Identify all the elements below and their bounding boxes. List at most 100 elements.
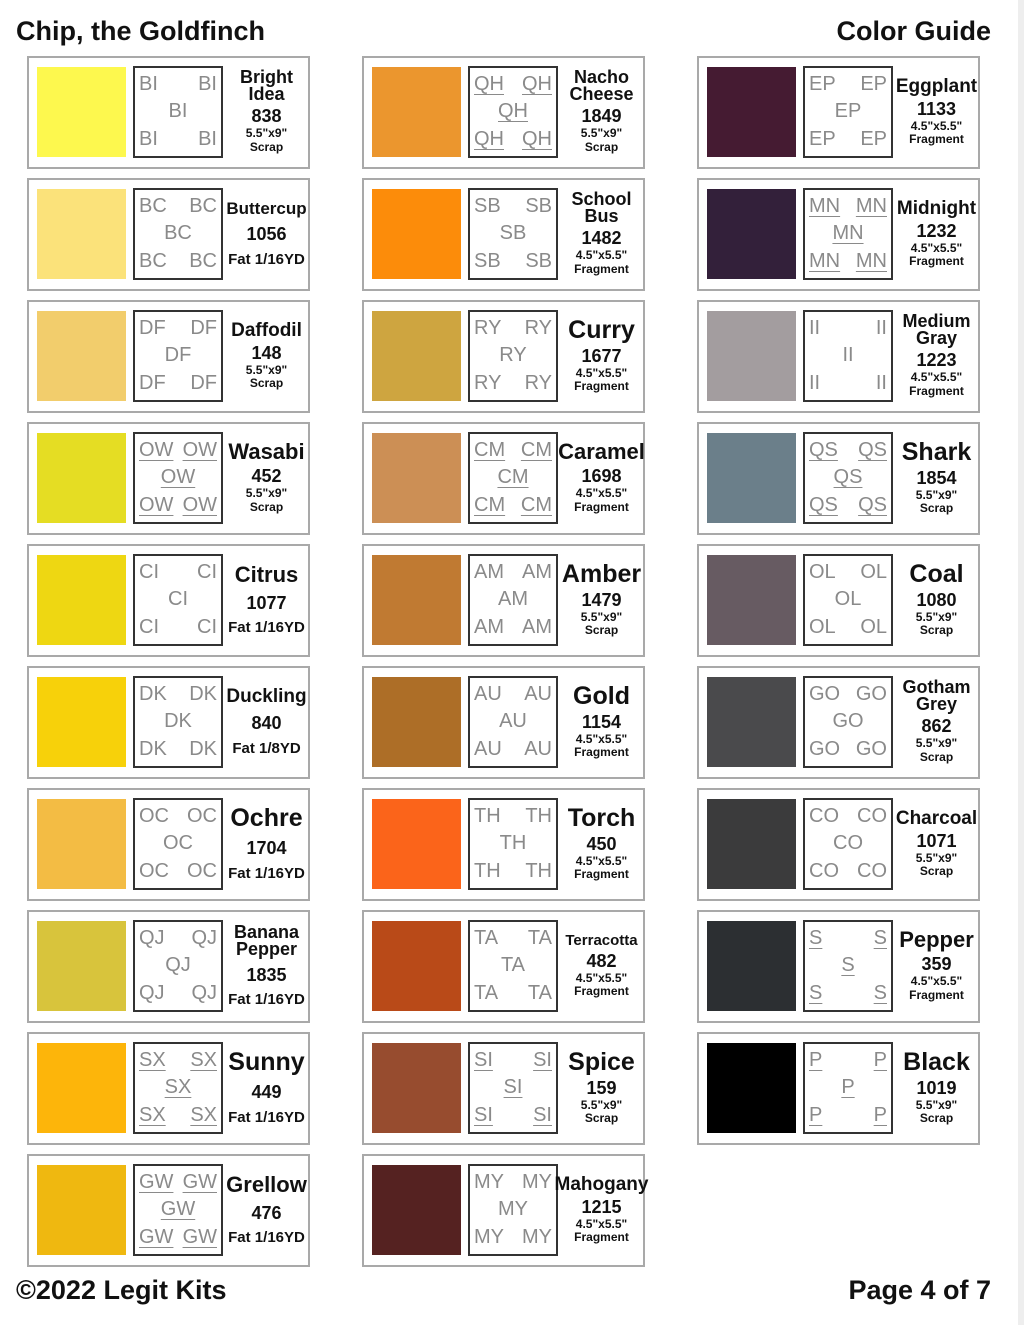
fabric-type: Fragment	[574, 379, 629, 394]
color-number: 476	[251, 1202, 282, 1223]
color-number: 1019	[916, 1077, 957, 1098]
color-name: Terracotta	[565, 931, 638, 949]
code-label: AU	[524, 738, 552, 760]
code-box: DK DK DK DK DK	[133, 676, 223, 768]
fabric-type: Scrap	[919, 623, 954, 638]
code-label: EP	[834, 100, 862, 122]
color-name: Eggplant	[895, 75, 978, 97]
code-box: DF DF DF DF DF	[133, 310, 223, 402]
fabric-type: Fragment	[909, 254, 964, 269]
color-card: MN MN MN MN MN Midnight 1232 4.5"x5.5" Fragment	[697, 178, 980, 291]
code-label: BC	[139, 250, 167, 272]
color-number: 1056	[246, 224, 287, 245]
color-info: Spice 159 5.5"x9" Scrap	[560, 1036, 643, 1140]
code-label: TH	[499, 832, 527, 854]
code-label: OC	[187, 860, 217, 882]
color-name: Spice	[568, 1047, 635, 1076]
code-label: CM	[520, 439, 552, 461]
code-box: MY MY MY MY MY	[468, 1164, 558, 1256]
code-label: SI	[474, 1104, 493, 1126]
code-label: GW	[139, 1171, 174, 1193]
code-box: BI BI BI BI BI	[133, 66, 223, 158]
color-name: Amber	[561, 559, 642, 588]
page-title: Chip, the Goldfinch	[16, 16, 265, 46]
color-info: Bright Idea 838 5.5"x9" Scrap	[225, 60, 308, 164]
code-label: TA	[527, 927, 552, 949]
color-name: Ochre	[230, 804, 303, 833]
color-card: TH TH TH TH TH Torch 450 4.5"x5.5" Fragment	[362, 788, 645, 901]
fabric-type: Fragment	[574, 499, 629, 514]
code-label: II	[809, 372, 821, 394]
color-card: DK DK DK DK DK Duckling 840 Fat 1/8YD	[27, 666, 310, 779]
code-box: RY RY RY RY RY	[468, 310, 558, 402]
color-swatch	[372, 67, 461, 157]
color-card: EP EP EP EP EP Eggplant 1133 4.5"x5.5" Fragment	[697, 56, 980, 169]
fabric-type: Scrap	[249, 376, 284, 391]
color-name: Curry	[568, 315, 635, 344]
code-label: CI	[139, 561, 159, 583]
code-label: QS	[809, 439, 838, 461]
color-swatch	[37, 433, 126, 523]
code-label: DK	[164, 710, 192, 732]
code-label: SI	[474, 1049, 493, 1071]
code-label: AM	[522, 616, 552, 638]
code-label: SB	[499, 222, 527, 244]
color-info: Duckling 840 Fat 1/8YD	[225, 670, 308, 774]
code-label: RY	[474, 372, 502, 394]
code-label: CO	[809, 805, 839, 827]
code-label: MN	[809, 250, 841, 272]
code-label: BC	[189, 250, 217, 272]
color-name: Black	[903, 1047, 970, 1076]
fabric-size: 4.5"x5.5"	[575, 365, 628, 380]
color-name: Bright Idea	[240, 67, 293, 105]
fabric-size: 5.5"x9"	[580, 1097, 623, 1112]
fabric-size: 4.5"x5.5"	[910, 118, 963, 133]
color-info: Coal 1080 5.5"x9" Scrap	[895, 548, 978, 652]
fabric-type: Scrap	[584, 1111, 619, 1126]
code-label: GW	[139, 1226, 174, 1248]
color-info: Citrus 1077 Fat 1/16YD	[225, 548, 308, 652]
color-name: Citrus	[234, 561, 299, 587]
color-swatch	[372, 433, 461, 523]
color-name: Medium Gray	[902, 311, 971, 349]
code-label: MY	[522, 1171, 552, 1193]
code-label: S	[873, 927, 887, 949]
code-box: SI SI SI SI SI	[468, 1042, 558, 1134]
code-label: II	[842, 344, 854, 366]
code-label: RY	[474, 317, 502, 339]
code-box: CM CM CM CM CM	[468, 432, 558, 524]
code-box: EP EP EP EP EP	[803, 66, 893, 158]
code-label: AU	[474, 683, 502, 705]
fabric-type: Scrap	[919, 749, 954, 764]
code-box: TA TA TA TA TA	[468, 920, 558, 1012]
color-info: Pepper 359 4.5"x5.5" Fragment	[895, 914, 978, 1018]
scrollbar[interactable]	[1018, 0, 1024, 1325]
code-label: TH	[474, 860, 501, 882]
code-label: SI	[533, 1104, 552, 1126]
color-number: 449	[251, 1082, 282, 1103]
color-swatch	[37, 189, 126, 279]
fabric-type: Fragment	[574, 867, 629, 882]
color-info: Daffodil 148 5.5"x9" Scrap	[225, 304, 308, 408]
color-swatch	[372, 555, 461, 645]
code-label: CM	[474, 494, 506, 516]
color-swatch	[707, 555, 796, 645]
color-swatch	[707, 1043, 796, 1133]
color-info: Gotham Grey 862 5.5"x9" Scrap	[895, 670, 978, 774]
code-label: CM	[520, 494, 552, 516]
color-card: SI SI SI SI SI Spice 159 5.5"x9" Scrap	[362, 1032, 645, 1145]
code-label: OL	[809, 616, 836, 638]
code-label: GO	[832, 710, 864, 732]
code-label: OL	[860, 616, 887, 638]
color-info: Ochre 1704 Fat 1/16YD	[225, 792, 308, 896]
code-label: QS	[833, 466, 863, 488]
color-number: 840	[251, 713, 282, 734]
code-label: SX	[139, 1104, 166, 1126]
color-card: MY MY MY MY MY Mahogany 1215 4.5"x5.5" Fragment	[362, 1154, 648, 1267]
code-box: OL OL OL OL OL	[803, 554, 893, 646]
color-info: Caramel 1698 4.5"x5.5" Fragment	[558, 426, 645, 530]
color-swatch	[37, 1165, 126, 1255]
code-label: II	[875, 317, 887, 339]
